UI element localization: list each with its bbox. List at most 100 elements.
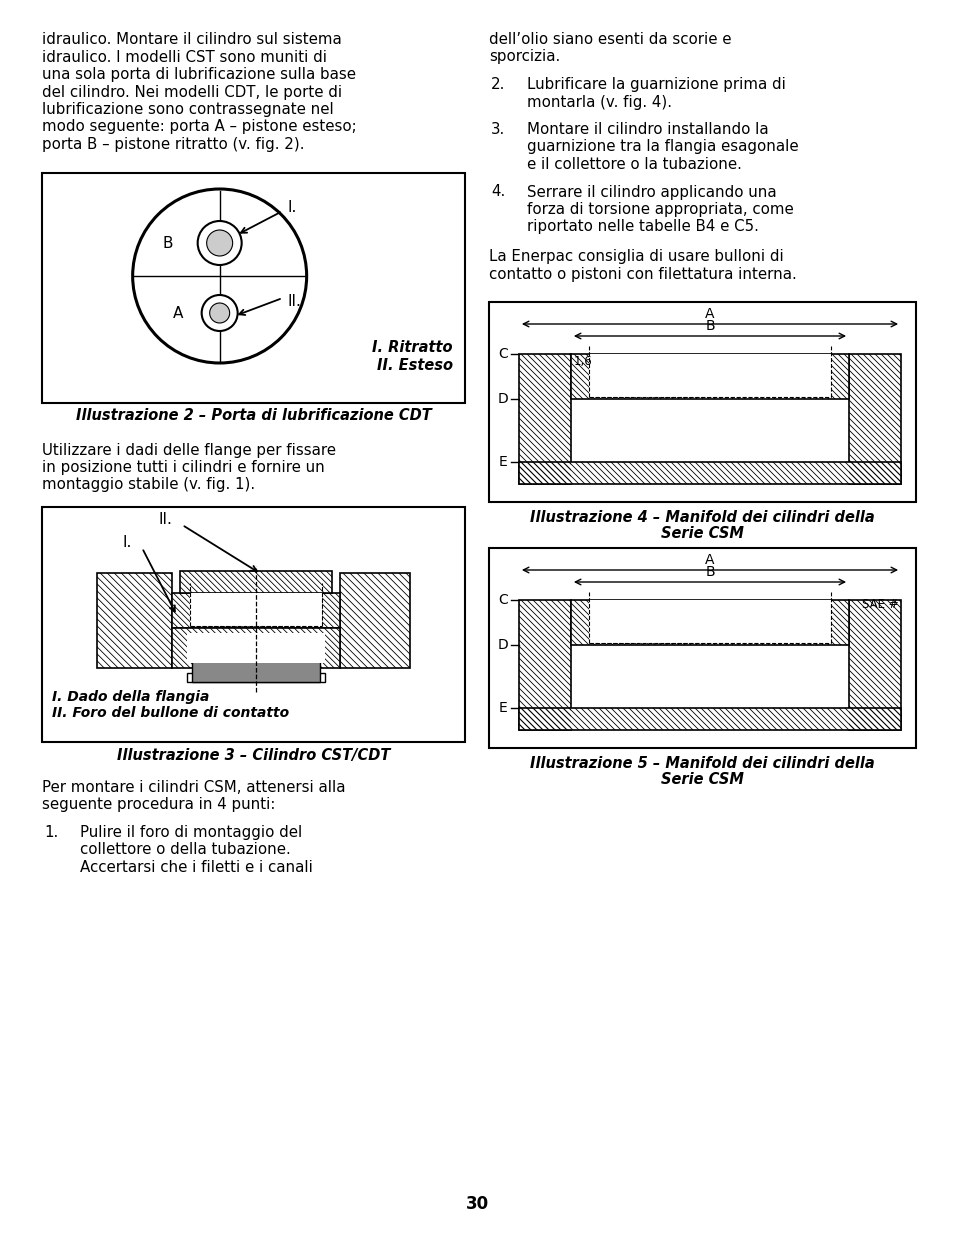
Text: E: E xyxy=(498,454,507,469)
Text: montarla (v. fig. 4).: montarla (v. fig. 4). xyxy=(526,95,671,110)
Text: Illustrazione 3 – Cilindro CST/CDT: Illustrazione 3 – Cilindro CST/CDT xyxy=(116,748,390,763)
Text: idraulico. I modelli CST sono muniti di: idraulico. I modelli CST sono muniti di xyxy=(42,49,327,64)
Bar xyxy=(518,354,571,484)
Bar xyxy=(848,600,900,730)
Bar xyxy=(172,627,339,668)
Text: sporcizia.: sporcizia. xyxy=(489,49,559,64)
Text: SAE #: SAE # xyxy=(862,598,898,611)
Bar xyxy=(588,354,830,396)
Bar xyxy=(42,173,464,403)
Text: Serie CSM: Serie CSM xyxy=(660,772,743,787)
Bar xyxy=(571,354,848,399)
Bar xyxy=(190,593,321,626)
Text: guarnizione tra la flangia esagonale: guarnizione tra la flangia esagonale xyxy=(526,140,798,154)
Circle shape xyxy=(210,303,230,324)
Text: A: A xyxy=(704,308,714,321)
Text: idraulico. Montare il cilindro sul sistema: idraulico. Montare il cilindro sul siste… xyxy=(42,32,341,47)
Bar xyxy=(180,571,332,593)
Bar xyxy=(848,600,900,730)
Text: D: D xyxy=(497,638,508,652)
Text: contatto o pistoni con filettatura interna.: contatto o pistoni con filettatura inter… xyxy=(489,267,796,282)
Text: una sola porta di lubrificazione sulla base: una sola porta di lubrificazione sulla b… xyxy=(42,67,355,82)
Bar xyxy=(172,627,339,668)
Text: I.: I. xyxy=(288,200,296,215)
Text: montaggio stabile (v. fig. 1).: montaggio stabile (v. fig. 1). xyxy=(42,478,254,493)
Circle shape xyxy=(207,230,233,256)
Bar xyxy=(97,573,172,668)
Text: lubrificazione sono contrassegnate nel: lubrificazione sono contrassegnate nel xyxy=(42,103,334,117)
Bar xyxy=(518,708,900,730)
Bar xyxy=(848,354,900,484)
Text: B: B xyxy=(704,319,714,333)
Text: dell’olio siano esenti da scorie e: dell’olio siano esenti da scorie e xyxy=(489,32,731,47)
Text: Pulire il foro di montaggio del: Pulire il foro di montaggio del xyxy=(80,825,302,840)
Circle shape xyxy=(197,221,241,266)
Text: forza di torsione appropriata, come: forza di torsione appropriata, come xyxy=(526,203,793,217)
Text: 30: 30 xyxy=(465,1195,488,1213)
Text: 3.: 3. xyxy=(491,122,505,137)
Bar xyxy=(339,573,409,668)
Circle shape xyxy=(201,295,237,331)
Bar xyxy=(571,600,848,645)
Text: riportato nelle tabelle B4 e C5.: riportato nelle tabelle B4 e C5. xyxy=(526,220,758,235)
Text: Illustrazione 5 – Manifold dei cilindri della: Illustrazione 5 – Manifold dei cilindri … xyxy=(530,756,874,771)
Bar xyxy=(97,573,172,668)
Bar xyxy=(518,708,900,730)
Bar xyxy=(489,548,915,748)
Text: Per montare i cilindri CSM, attenersi alla: Per montare i cilindri CSM, attenersi al… xyxy=(42,781,345,795)
Bar xyxy=(571,354,848,399)
Bar xyxy=(848,354,900,484)
Text: I. Dado della flangia: I. Dado della flangia xyxy=(52,690,209,704)
Text: Montare il cilindro installando la: Montare il cilindro installando la xyxy=(526,122,768,137)
Text: D: D xyxy=(497,391,508,406)
Text: porta B – pistone ritratto (v. fig. 2).: porta B – pistone ritratto (v. fig. 2). xyxy=(42,137,304,152)
Text: B: B xyxy=(704,564,714,579)
Text: Accertarsi che i filetti e i canali: Accertarsi che i filetti e i canali xyxy=(80,860,313,876)
Text: La Enerpac consiglia di usare bulloni di: La Enerpac consiglia di usare bulloni di xyxy=(489,249,783,264)
Text: in posizione tutti i cilindri e fornire un: in posizione tutti i cilindri e fornire … xyxy=(42,459,324,475)
Text: Lubrificare la guarnizione prima di: Lubrificare la guarnizione prima di xyxy=(526,77,785,91)
Bar xyxy=(518,600,571,730)
Text: 1.: 1. xyxy=(44,825,58,840)
Bar xyxy=(489,303,915,501)
Text: A: A xyxy=(704,553,714,567)
Text: e il collettore o la tubazione.: e il collettore o la tubazione. xyxy=(526,157,741,172)
Text: Illustrazione 2 – Porta di lubrificazione CDT: Illustrazione 2 – Porta di lubrificazion… xyxy=(75,409,431,424)
Bar xyxy=(180,571,332,593)
Bar xyxy=(172,593,339,627)
Text: II.: II. xyxy=(288,294,301,309)
Bar xyxy=(571,600,848,645)
Bar xyxy=(518,462,900,484)
Bar xyxy=(192,657,319,682)
Text: Utilizzare i dadi delle flange per fissare: Utilizzare i dadi delle flange per fissa… xyxy=(42,442,335,457)
Text: E: E xyxy=(498,701,507,715)
Text: I. Ritratto: I. Ritratto xyxy=(372,341,453,356)
Text: A: A xyxy=(172,305,183,321)
Text: B: B xyxy=(162,236,172,251)
Text: 2.: 2. xyxy=(491,77,505,91)
Text: 4.: 4. xyxy=(491,184,505,200)
Circle shape xyxy=(132,189,306,363)
Bar xyxy=(339,573,409,668)
Text: Serie CSM: Serie CSM xyxy=(660,526,743,541)
Text: seguente procedura in 4 punti:: seguente procedura in 4 punti: xyxy=(42,798,275,813)
Bar xyxy=(187,632,324,663)
Bar xyxy=(172,593,339,627)
Text: C: C xyxy=(497,593,507,606)
Bar xyxy=(42,508,464,742)
Bar xyxy=(518,354,571,484)
Text: del cilindro. Nei modelli CDT, le porte di: del cilindro. Nei modelli CDT, le porte … xyxy=(42,84,342,100)
Text: C: C xyxy=(497,347,507,361)
Text: I.: I. xyxy=(123,535,132,551)
Text: modo seguente: porta A – pistone esteso;: modo seguente: porta A – pistone esteso; xyxy=(42,120,356,135)
Text: collettore o della tubazione.: collettore o della tubazione. xyxy=(80,842,291,857)
Text: Serrare il cilindro applicando una: Serrare il cilindro applicando una xyxy=(526,184,776,200)
Text: 1,6: 1,6 xyxy=(574,354,592,368)
Bar xyxy=(518,600,571,730)
Text: II.: II. xyxy=(158,513,172,527)
Bar xyxy=(187,673,324,682)
Text: II. Foro del bullone di contatto: II. Foro del bullone di contatto xyxy=(52,706,289,720)
Text: Illustrazione 4 – Manifold dei cilindri della: Illustrazione 4 – Manifold dei cilindri … xyxy=(530,510,874,525)
Bar xyxy=(588,600,830,643)
Text: II. Esteso: II. Esteso xyxy=(376,358,453,373)
